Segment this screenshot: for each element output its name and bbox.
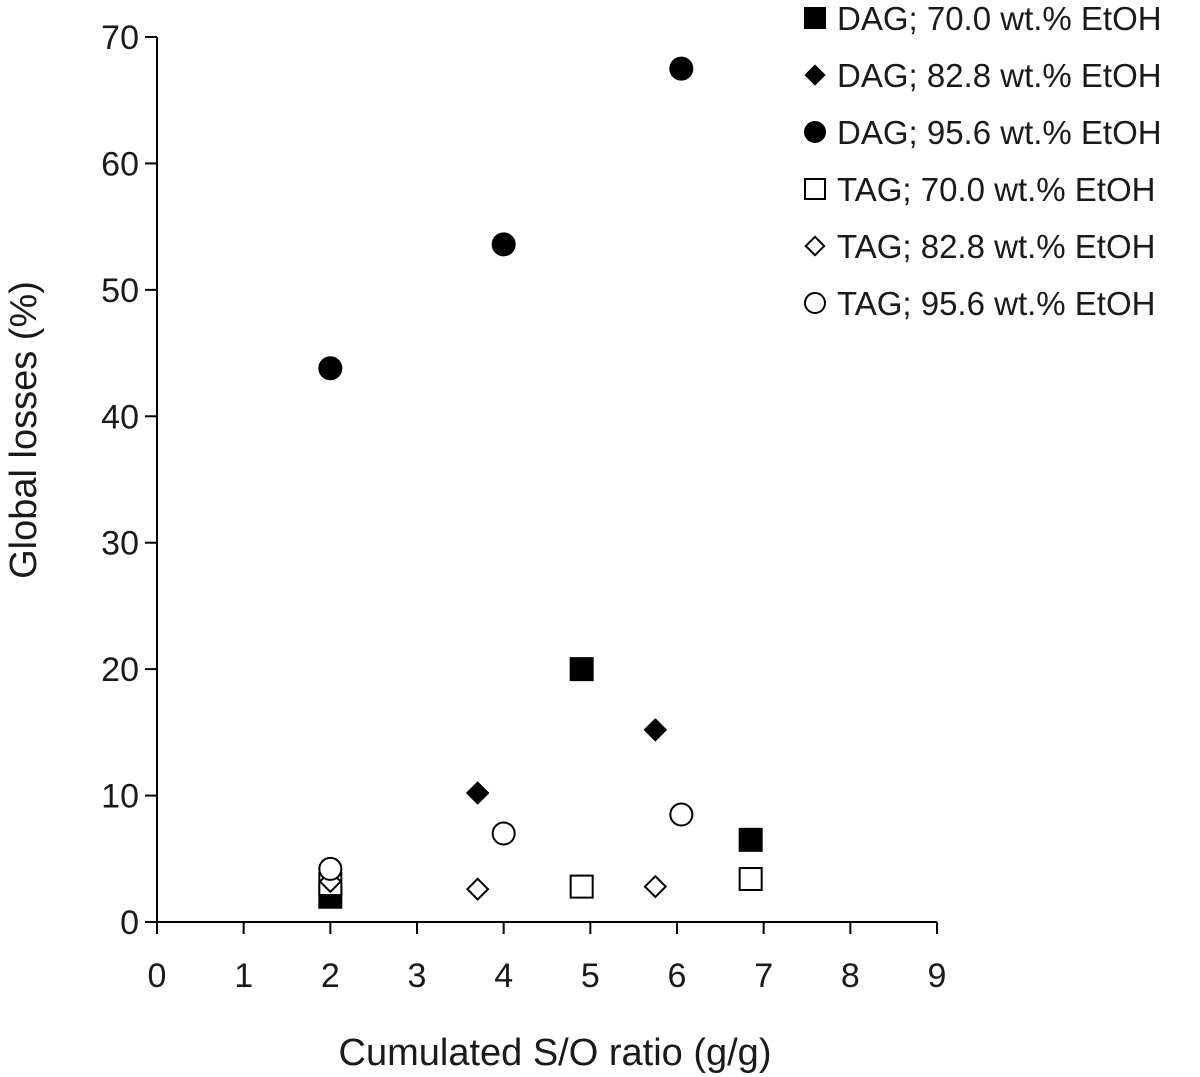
x-tick-label: 8	[841, 957, 860, 995]
y-tick-label: 0	[120, 904, 139, 942]
data-points	[318, 56, 763, 909]
legend: DAG; 70.0 wt.% EtOH DAG; 82.8 wt.% EtOH DA…	[804, 0, 1162, 322]
data-point	[318, 856, 343, 881]
ticks: 0 10 20 30 40 50 60 70 0 1 2 3 4 5 6 7 8 9	[101, 19, 946, 995]
data-point	[643, 874, 668, 899]
data-point	[738, 827, 763, 852]
x-tick-label: 9	[928, 957, 947, 995]
legend-marker	[804, 178, 826, 200]
legend-marker	[804, 121, 826, 143]
x-tick-label: 7	[754, 957, 773, 995]
legend-marker	[804, 64, 826, 86]
data-point	[465, 781, 490, 805]
x-axis-title: Cumulated S/O ratio (g/g)	[339, 1032, 772, 1074]
x-tick-label: 0	[148, 957, 167, 995]
x-tick-label: 6	[668, 957, 687, 995]
legend-label: TAG; 70.0 wt.% EtOH	[837, 171, 1155, 208]
y-tick-label: 30	[101, 525, 139, 563]
series-3	[318, 867, 763, 899]
legend-marker	[804, 292, 826, 314]
data-point	[669, 802, 694, 827]
legend-marker	[804, 235, 826, 257]
axes	[156, 37, 937, 923]
series-0	[318, 657, 763, 909]
series-1	[465, 718, 668, 805]
legend-label: DAG; 70.0 wt.% EtOH	[837, 0, 1162, 37]
data-point	[669, 56, 694, 81]
data-point	[491, 821, 516, 846]
series-2	[318, 56, 694, 381]
y-tick-label: 70	[101, 19, 139, 57]
y-axis-title: Global losses (%)	[3, 281, 45, 579]
series-4	[318, 869, 668, 901]
x-tick-label: 2	[321, 957, 340, 995]
x-tick-label: 5	[581, 957, 600, 995]
legend-marker	[804, 7, 826, 29]
legend-label: TAG; 82.8 wt.% EtOH	[837, 228, 1155, 265]
y-tick-label: 60	[101, 145, 139, 183]
x-tick-label: 4	[494, 957, 513, 995]
series-5	[318, 802, 694, 881]
data-point	[643, 718, 668, 742]
data-point	[569, 874, 594, 899]
y-tick-label: 20	[101, 651, 139, 689]
data-point	[569, 657, 594, 682]
y-tick-label: 10	[101, 778, 139, 816]
data-point	[491, 232, 516, 257]
x-tick-label: 1	[234, 957, 253, 995]
y-tick-label: 50	[101, 272, 139, 310]
legend-label: TAG; 95.6 wt.% EtOH	[837, 285, 1155, 322]
legend-label: DAG; 95.6 wt.% EtOH	[837, 114, 1162, 151]
x-tick-label: 3	[408, 957, 427, 995]
data-point	[738, 867, 763, 892]
data-point	[318, 356, 343, 381]
data-point	[465, 877, 490, 901]
y-tick-label: 40	[101, 398, 139, 436]
legend-label: DAG; 82.8 wt.% EtOH	[837, 57, 1162, 94]
